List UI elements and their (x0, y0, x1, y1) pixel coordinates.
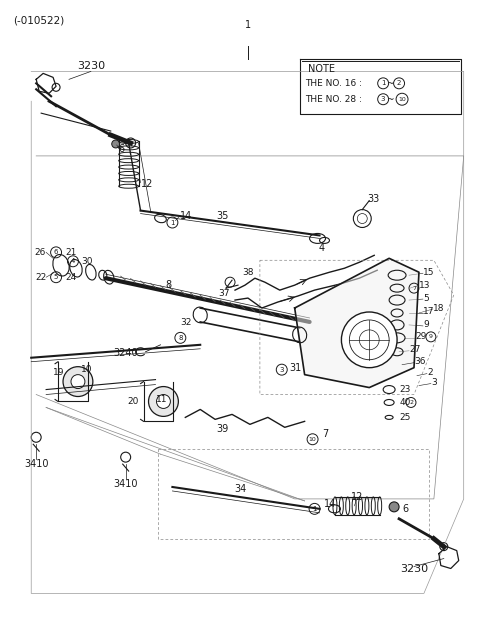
Text: 34: 34 (234, 484, 246, 494)
Circle shape (63, 367, 93, 396)
Text: 2: 2 (397, 80, 401, 87)
Text: 36: 36 (414, 357, 425, 366)
Text: 33: 33 (367, 194, 380, 204)
Text: 4: 4 (318, 244, 324, 254)
Text: 22: 22 (35, 273, 46, 282)
Text: 10: 10 (398, 97, 406, 102)
Text: (-010522): (-010522) (13, 16, 65, 26)
Text: 17: 17 (423, 308, 434, 316)
Circle shape (341, 312, 397, 368)
Text: 13: 13 (419, 280, 431, 290)
Text: 3240: 3240 (114, 348, 138, 358)
Text: 19: 19 (52, 368, 64, 377)
Text: 7: 7 (323, 429, 329, 439)
Text: 3: 3 (279, 367, 284, 373)
Text: 38: 38 (242, 268, 254, 277)
Text: 5: 5 (54, 274, 58, 280)
Text: 24: 24 (65, 273, 76, 282)
Text: 1: 1 (170, 219, 175, 226)
Text: 7: 7 (412, 285, 416, 291)
Text: 1: 1 (381, 80, 385, 87)
Text: THE NO. 16 :: THE NO. 16 : (305, 79, 364, 88)
Text: 31: 31 (290, 363, 302, 373)
Text: 2: 2 (427, 368, 432, 377)
Text: 29: 29 (415, 332, 426, 341)
Text: 1: 1 (245, 20, 251, 30)
Text: 9: 9 (423, 320, 429, 330)
Text: 2: 2 (409, 400, 413, 405)
Text: 12: 12 (141, 179, 153, 189)
Text: 15: 15 (423, 268, 434, 277)
Text: 23: 23 (399, 385, 410, 394)
Text: 14: 14 (324, 499, 336, 509)
Text: ~: ~ (386, 79, 394, 88)
Text: THE NO. 28 :: THE NO. 28 : (305, 95, 364, 104)
Circle shape (126, 138, 136, 148)
Text: 3: 3 (381, 96, 385, 102)
Text: 21: 21 (65, 248, 76, 257)
Text: 1: 1 (312, 506, 317, 512)
Text: 3: 3 (431, 378, 437, 387)
Text: 3230: 3230 (77, 62, 105, 72)
Text: 26: 26 (35, 248, 46, 257)
Text: 35: 35 (216, 211, 228, 221)
Circle shape (71, 374, 85, 389)
Text: 10: 10 (81, 365, 93, 374)
Circle shape (112, 140, 120, 148)
Text: 32: 32 (180, 318, 192, 328)
Text: 39: 39 (216, 424, 228, 434)
Circle shape (156, 394, 170, 409)
Text: 8: 8 (178, 335, 182, 341)
Text: 10: 10 (309, 437, 316, 442)
Text: 9: 9 (429, 335, 433, 340)
Text: 18: 18 (433, 303, 444, 313)
Text: 11: 11 (156, 395, 167, 404)
Text: NOTE: NOTE (308, 64, 335, 74)
Text: 3410: 3410 (113, 479, 138, 489)
Circle shape (389, 502, 399, 512)
Text: 37: 37 (218, 288, 230, 298)
Text: ~: ~ (386, 95, 394, 104)
Text: 4: 4 (71, 259, 75, 264)
Text: 12: 12 (351, 492, 363, 502)
Polygon shape (295, 259, 419, 388)
Text: 5: 5 (423, 293, 429, 303)
Text: 6: 6 (119, 144, 125, 154)
Text: 3230: 3230 (400, 564, 428, 574)
Circle shape (148, 386, 179, 416)
Text: 30: 30 (81, 257, 93, 266)
Text: 40: 40 (399, 398, 410, 407)
Text: 8: 8 (165, 280, 171, 290)
Text: 14: 14 (180, 211, 192, 221)
Text: 25: 25 (399, 413, 410, 422)
Text: 27: 27 (409, 345, 420, 354)
Text: 3410: 3410 (24, 459, 48, 469)
Text: 6: 6 (54, 249, 59, 255)
Text: 20: 20 (127, 397, 139, 406)
Text: 6: 6 (402, 504, 408, 514)
